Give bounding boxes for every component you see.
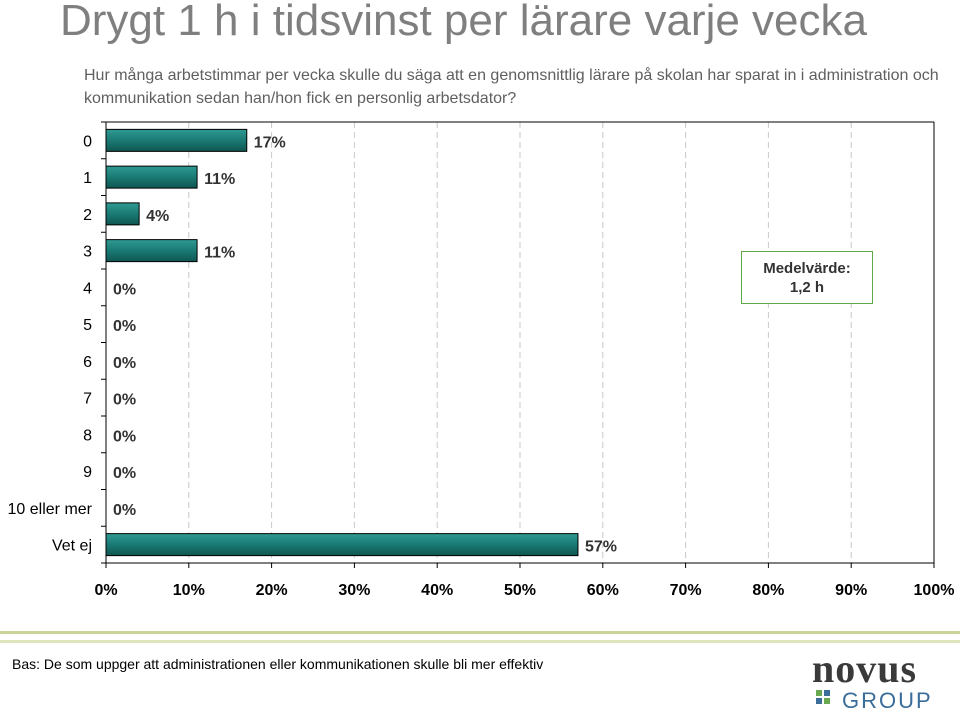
mean-value: 1,2 h (789, 278, 825, 296)
value-label-10: 0% (113, 502, 136, 519)
category-label-8: 8 (83, 427, 92, 444)
category-label-10: 10 eller mer (8, 501, 93, 518)
footer-divider-secondary (0, 640, 960, 643)
x-tick-label-50: 50% (504, 582, 536, 599)
category-label-9: 9 (83, 464, 92, 481)
value-label-7: 0% (113, 392, 136, 409)
value-label-4: 0% (113, 281, 136, 298)
category-label-5: 5 (83, 317, 92, 334)
category-label-3: 3 (83, 244, 92, 261)
category-label-7: 7 (83, 391, 92, 408)
question-text: Hur många arbetstimmar per vecka skulle … (84, 67, 939, 107)
bar-chart: 0 17%1 11%2 4%3 11%4 0%5 0%6 0%7 0%8 0%9 0%10 elle… (8, 121, 955, 599)
x-tick-label-30: 30% (338, 582, 370, 599)
bar-3 (105, 239, 198, 263)
category-label-1: 1 (83, 170, 92, 187)
logo-square-blue-1 (824, 690, 830, 696)
category-label-11: Vet ej (52, 538, 92, 555)
logo-square-green-2 (824, 698, 830, 704)
mean-value-box: Medelvärde: 1,2 h (741, 251, 873, 304)
category-label-0: 0 (83, 133, 92, 150)
category-label-2: 2 (83, 207, 92, 224)
value-label-9: 0% (113, 465, 136, 482)
value-label-0: 17% (254, 134, 286, 151)
x-tick-label-40: 40% (421, 582, 453, 599)
logo-group-text: GROUP (842, 688, 933, 710)
bar-2 (105, 202, 140, 226)
x-tick-label-70: 70% (670, 582, 702, 599)
logo-wordmark: novus (812, 650, 917, 691)
novus-group-logo: novus GROUP (812, 650, 933, 710)
bar-1 (105, 165, 198, 189)
category-label-6: 6 (83, 354, 92, 371)
x-tick-label-100: 100% (914, 582, 955, 599)
x-tick-label-60: 60% (587, 582, 619, 599)
value-label-3: 11% (204, 245, 235, 262)
x-tick-label-90: 90% (835, 582, 867, 599)
value-label-6: 0% (113, 355, 136, 372)
bar-11 (105, 533, 579, 557)
value-label-11: 57% (585, 539, 617, 556)
category-label-4: 4 (83, 280, 92, 297)
x-tick-label-0: 0% (94, 582, 117, 599)
value-label-5: 0% (113, 318, 136, 335)
x-tick-label-10: 10% (173, 582, 205, 599)
bar-0 (105, 128, 248, 152)
logo-square-green-1 (816, 690, 822, 696)
x-tick-label-80: 80% (752, 582, 784, 599)
footer-divider (0, 631, 960, 634)
logo-square-blue-2 (816, 698, 822, 704)
base-footnote: Bas: De som uppger att administrationen … (12, 656, 544, 672)
x-tick-label-20: 20% (256, 582, 288, 599)
value-label-2: 4% (146, 208, 169, 225)
page-title: Drygt 1 h i tidsvinst per lärare varje v… (60, 0, 867, 45)
value-label-1: 11% (204, 171, 235, 188)
value-label-8: 0% (113, 428, 136, 445)
mean-label: Medelvärde: (763, 259, 851, 277)
